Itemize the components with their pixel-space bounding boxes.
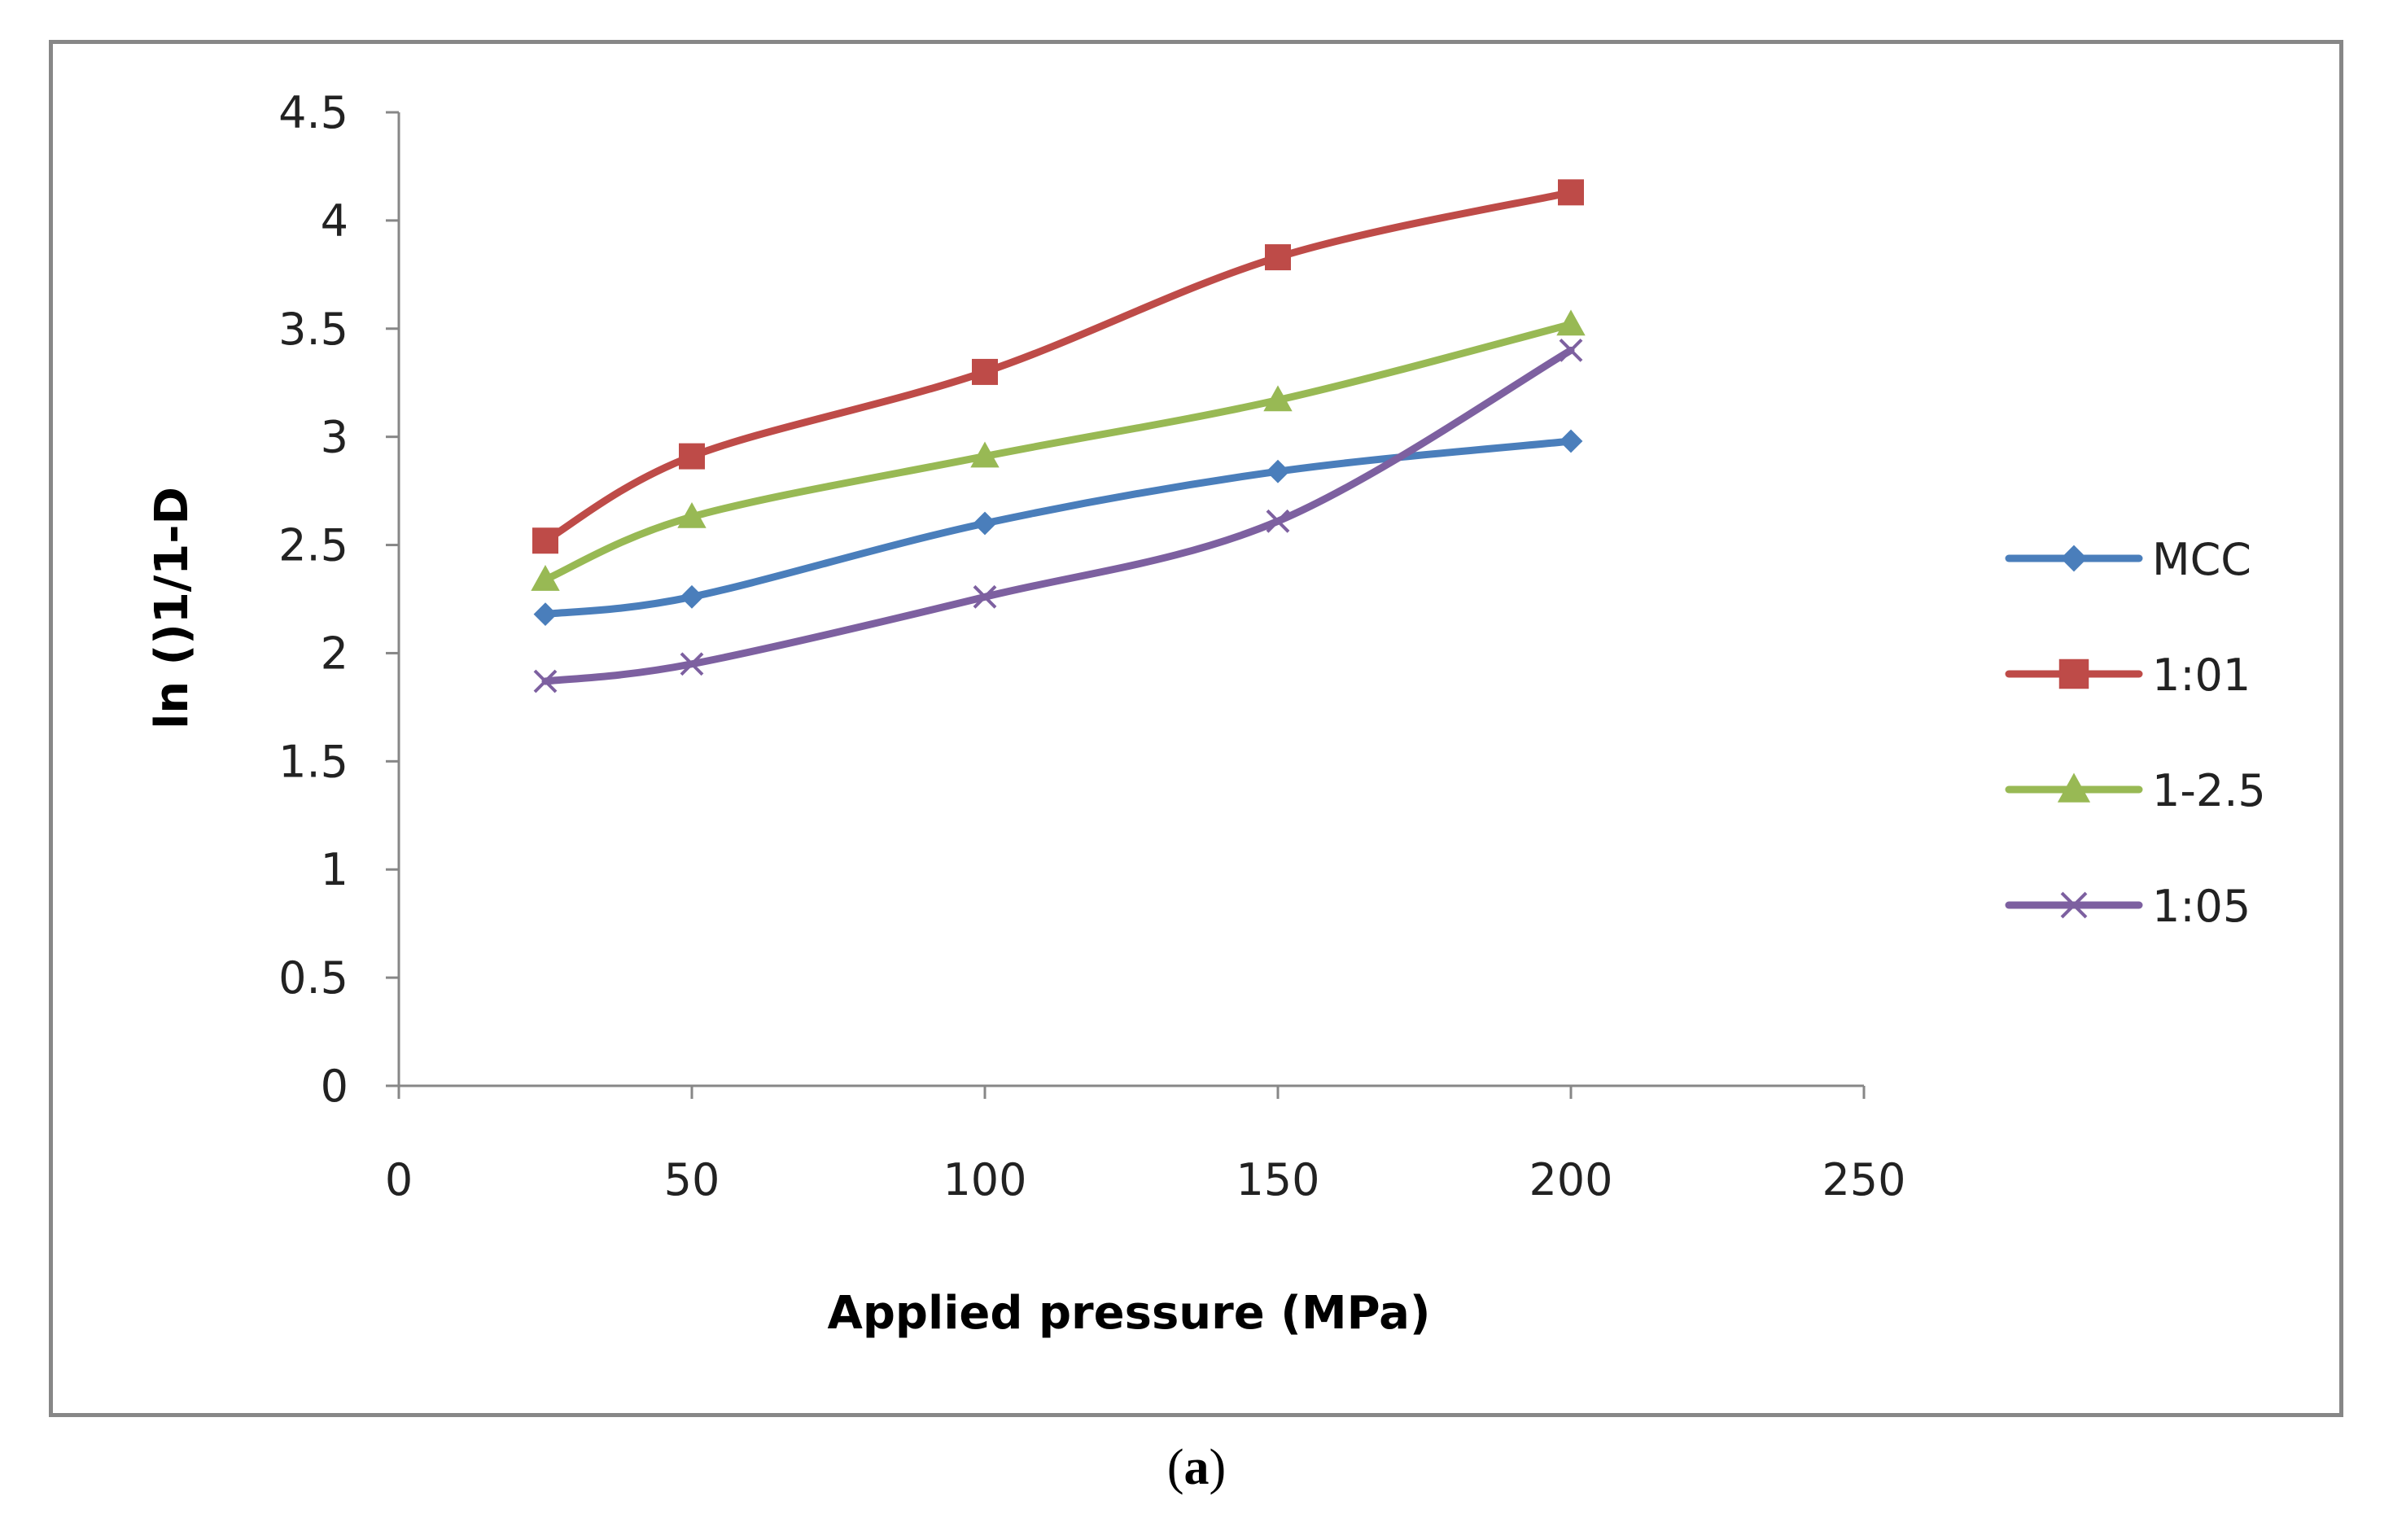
y-tick-label: 2.5 <box>278 520 348 571</box>
series-1:01 <box>532 179 1584 554</box>
data-point <box>679 443 705 470</box>
x-tick-label: 200 <box>1529 1154 1612 1205</box>
caption-close: ) <box>1209 1440 1227 1495</box>
data-point <box>531 565 560 591</box>
data-point <box>1265 244 1291 271</box>
legend-item: 1:01 <box>2005 650 2251 701</box>
x-marker-stroke <box>1559 338 1583 362</box>
legend-item: MCC <box>2005 534 2251 585</box>
data-point <box>973 584 997 609</box>
x-tick-label: 50 <box>664 1154 720 1205</box>
series-1:05 <box>533 338 1583 693</box>
data-point <box>973 511 997 536</box>
data-point <box>533 602 558 627</box>
legend-label: 1:01 <box>2152 650 2251 701</box>
y-tick-label: 0 <box>321 1061 348 1112</box>
legend-marker <box>2057 772 2091 803</box>
series-line <box>541 320 1575 584</box>
data-point <box>1263 385 1293 412</box>
caption-open: ( <box>1166 1440 1184 1495</box>
x-axis-title: Applied pressure (MPa) <box>827 1287 1430 1340</box>
figure-caption: (a) <box>0 1439 2393 1497</box>
y-tick-label: 3.5 <box>278 304 348 355</box>
y-tick-label: 1 <box>321 844 348 895</box>
legend-label: 1-2.5 <box>2152 765 2266 816</box>
x-marker-stroke <box>2060 891 2088 919</box>
chart-frame <box>49 40 2343 1417</box>
data-point <box>1556 309 1586 336</box>
x-marker-stroke <box>973 584 997 609</box>
x-tick-label: 250 <box>1822 1154 1905 1205</box>
series-line <box>541 346 1575 685</box>
series-1-2.5 <box>531 309 1586 591</box>
caption-letter: a <box>1183 1440 1210 1495</box>
x-marker-stroke <box>680 652 704 676</box>
legend-item: 1:05 <box>2005 881 2251 932</box>
y-tick-label: 1.5 <box>278 736 348 787</box>
series-layer <box>531 179 1586 693</box>
y-tick-label: 4.5 <box>278 87 348 138</box>
data-point <box>680 584 704 609</box>
data-point <box>972 358 998 385</box>
data-point <box>1266 509 1290 533</box>
x-marker-stroke <box>533 669 558 693</box>
legend-marker <box>2060 891 2088 919</box>
x-tick-label: 150 <box>1236 1154 1319 1205</box>
data-point <box>1559 338 1583 362</box>
data-point <box>970 441 1000 468</box>
data-point <box>1266 459 1290 483</box>
x-tick-label: 0 <box>385 1154 413 1205</box>
series-line <box>541 188 1575 545</box>
data-point <box>1558 179 1584 206</box>
data-point <box>677 501 707 528</box>
y-tick-label: 0.5 <box>278 952 348 1004</box>
y-tick-label: 3 <box>321 412 348 463</box>
legend-item: 1-2.5 <box>2005 765 2266 816</box>
legend-label: 1:05 <box>2152 881 2251 932</box>
x-tick-label: 100 <box>943 1154 1026 1205</box>
legend-marker <box>2060 545 2088 572</box>
axes: 0 0.5 1 1.5 2 2.5 3 3.5 4 4.5 0 50 100 150 200 250 <box>278 87 1905 1205</box>
x-marker-stroke <box>1266 509 1290 533</box>
y-axis-title: ln ()1/1-D <box>146 487 199 729</box>
y-tick-label: 4 <box>321 195 348 247</box>
legend-label: MCC <box>2152 534 2251 585</box>
data-point <box>680 652 704 676</box>
data-point <box>533 669 558 693</box>
legend: MCC 1:01 1-2.5 1:05 <box>2005 534 2266 932</box>
legend-marker <box>2058 658 2089 689</box>
data-point <box>532 527 558 554</box>
y-tick-label: 2 <box>321 628 348 679</box>
data-point <box>1559 429 1583 453</box>
